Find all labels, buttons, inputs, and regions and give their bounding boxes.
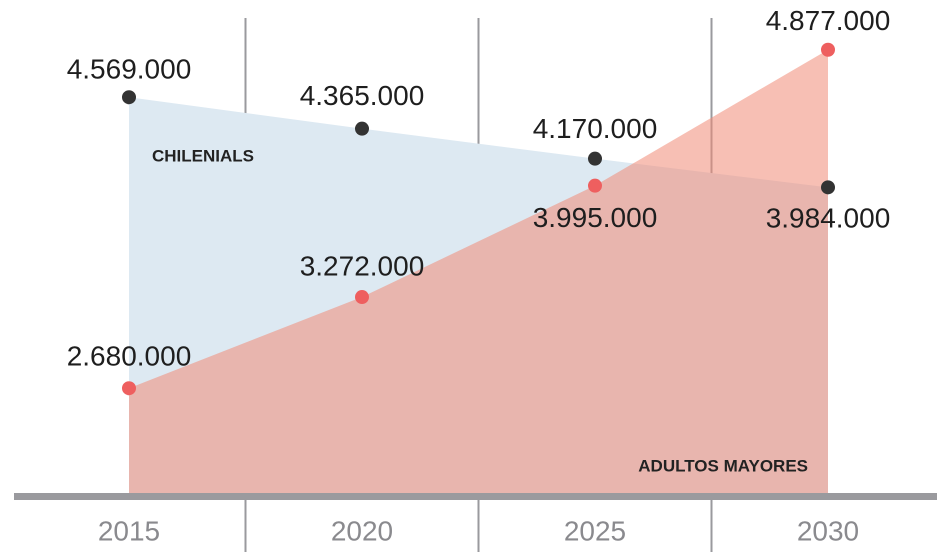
x-tick-label: 2015 <box>98 515 160 546</box>
x-tick-label: 2020 <box>331 515 393 546</box>
value-label: 3.272.000 <box>300 250 425 281</box>
data-point <box>122 90 136 105</box>
data-point <box>588 178 602 193</box>
value-label: 4.365.000 <box>300 80 425 111</box>
value-label: 4.569.000 <box>67 54 192 85</box>
data-point <box>355 121 369 136</box>
data-point <box>355 290 369 305</box>
value-label: 4.170.000 <box>533 113 658 144</box>
value-label: 3.984.000 <box>766 203 891 234</box>
data-point <box>821 42 835 57</box>
value-label: 4.877.000 <box>766 5 891 36</box>
data-point <box>122 381 136 396</box>
x-axis <box>14 493 937 500</box>
value-label: 3.995.000 <box>533 202 658 233</box>
series-label: CHILENIALS <box>152 146 254 165</box>
value-label: 2.680.000 <box>67 341 192 372</box>
data-point <box>821 180 835 195</box>
series-label: ADULTOS MAYORES <box>638 456 808 475</box>
x-tick-label: 2030 <box>797 515 859 546</box>
x-tick-label: 2025 <box>564 515 626 546</box>
area <box>129 49 828 494</box>
data-point <box>588 151 602 166</box>
